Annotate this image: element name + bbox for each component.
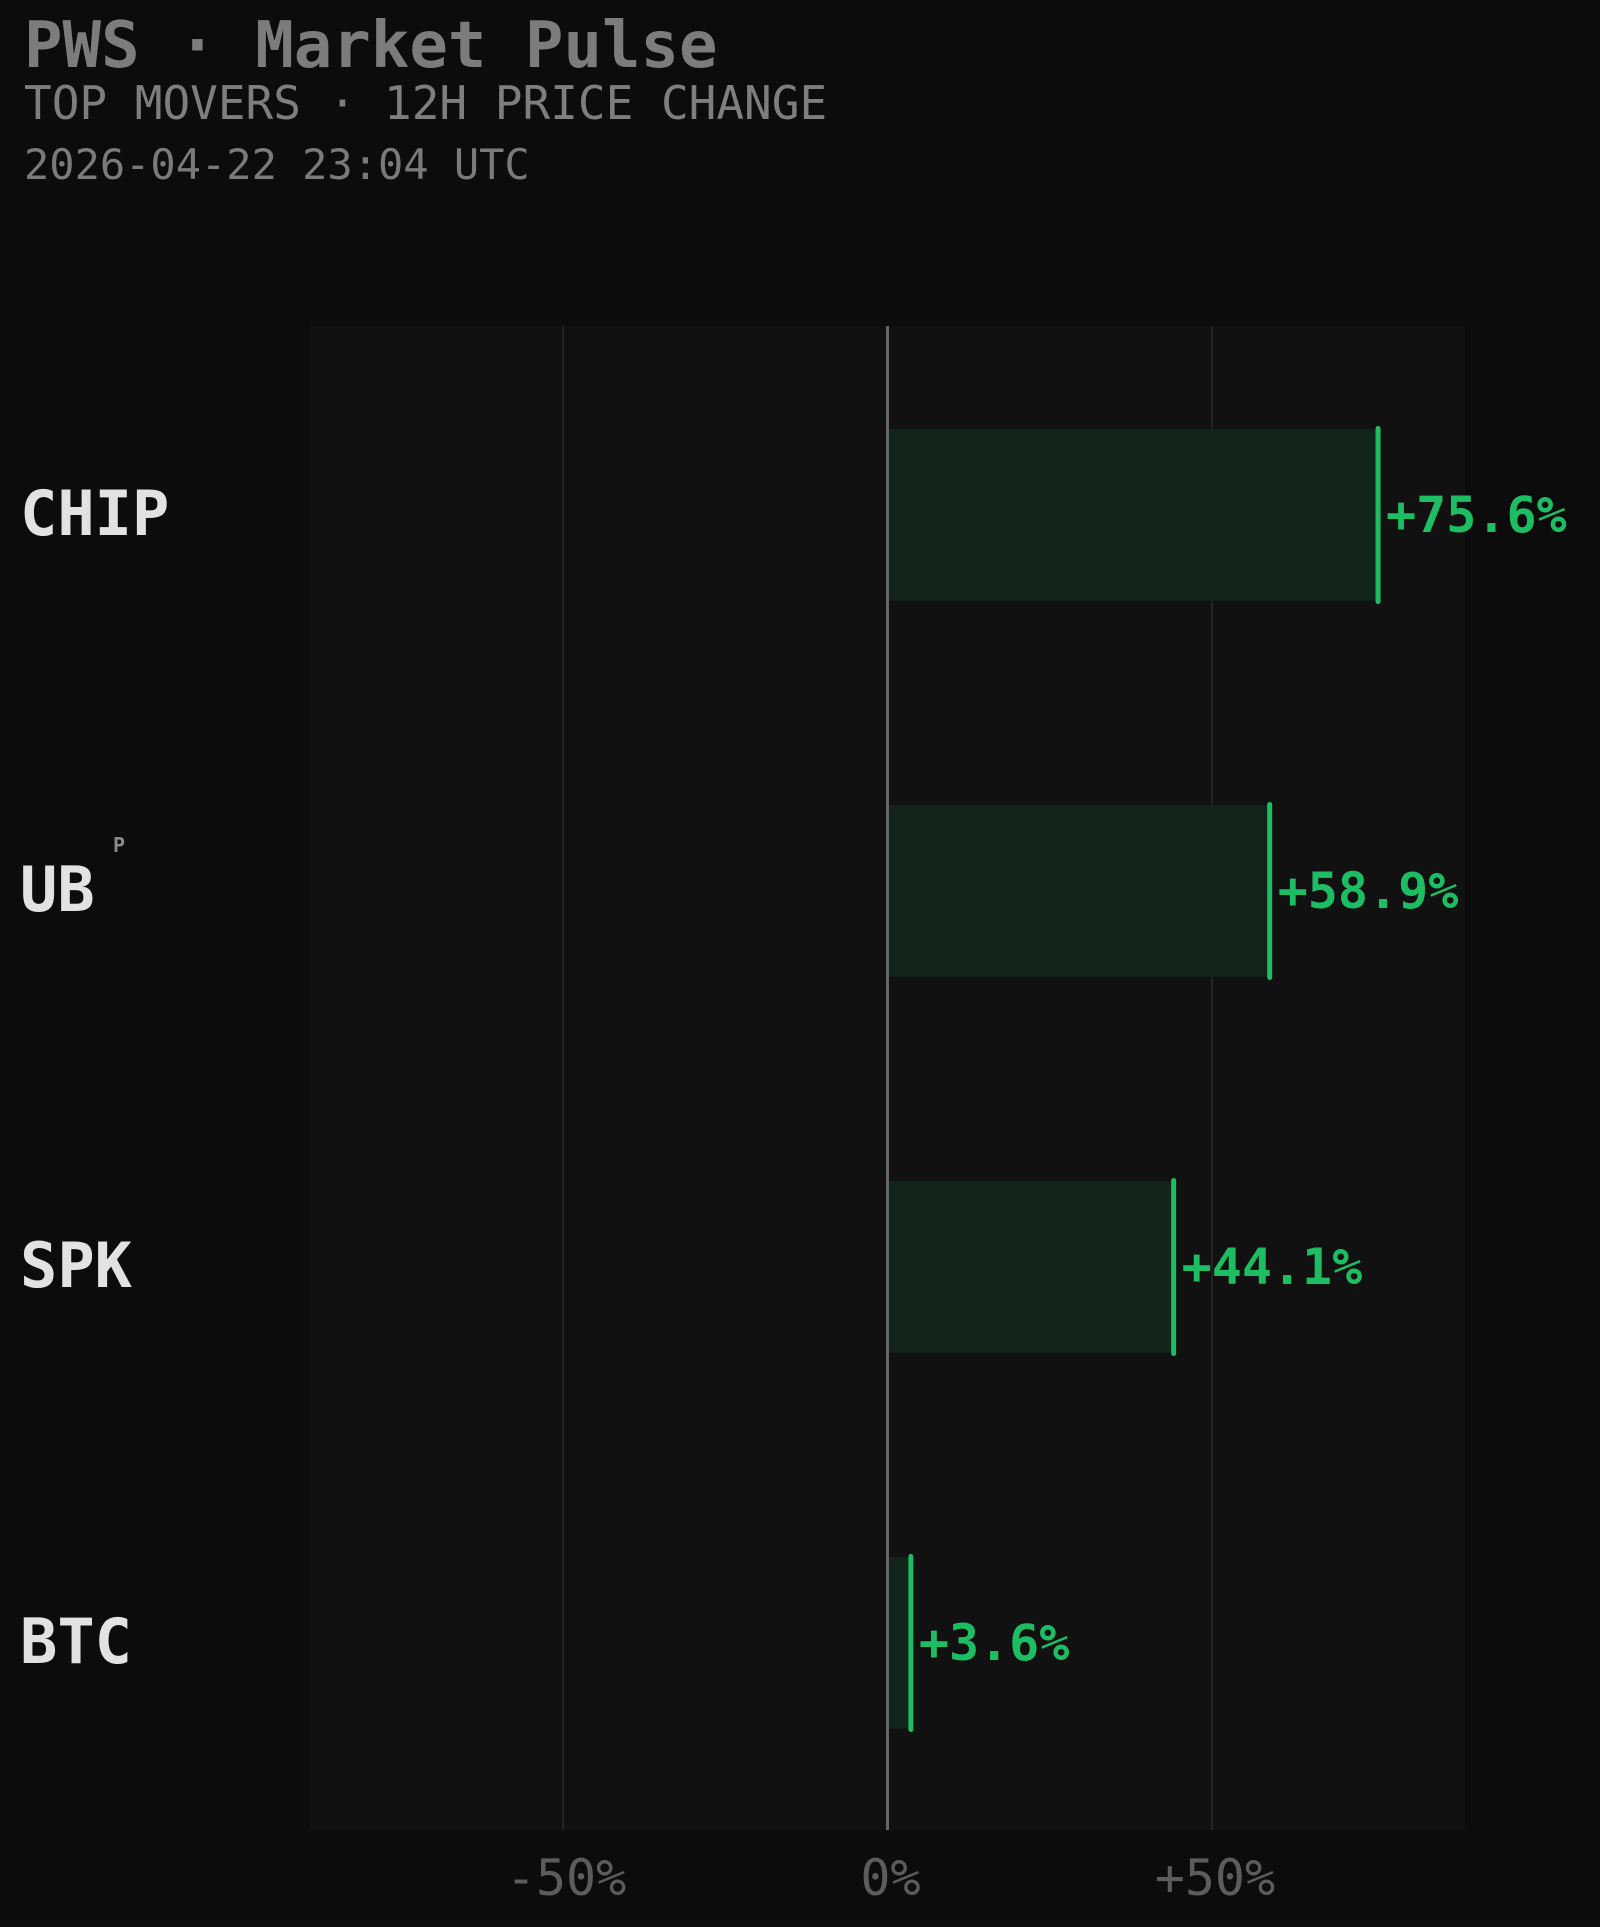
ticker-label-btc: BTC (20, 1605, 132, 1678)
timestamp: 2026-04-22 23:04 UTC (24, 140, 530, 189)
page-title: PWS · Market Pulse (24, 9, 718, 83)
ticker-superscript-ub: P (113, 833, 125, 857)
ticker-label-chip: CHIP (20, 477, 169, 550)
bar-chip (887, 429, 1379, 601)
page-subtitle: TOP MOVERS · 12H PRICE CHANGE (24, 76, 828, 130)
value-label-chip: +75.6% (1386, 486, 1567, 544)
value-label-ub: +58.9% (1278, 862, 1459, 920)
value-label-btc: +3.6% (919, 1614, 1070, 1672)
x-tick-label-0: -50% (506, 1849, 626, 1907)
value-label-spk: +44.1% (1182, 1238, 1363, 1296)
bar-spk (887, 1181, 1174, 1353)
x-tick-label-2: +50% (1155, 1849, 1275, 1907)
ticker-label-ub: UB (20, 853, 95, 926)
bar-btc (887, 1557, 911, 1729)
bar-ub (887, 805, 1270, 977)
ticker-label-spk: SPK (20, 1229, 133, 1302)
x-tick-label-1: 0% (860, 1849, 920, 1907)
chart-header: PWS · Market Pulse TOP MOVERS · 12H PRIC… (24, 8, 827, 190)
